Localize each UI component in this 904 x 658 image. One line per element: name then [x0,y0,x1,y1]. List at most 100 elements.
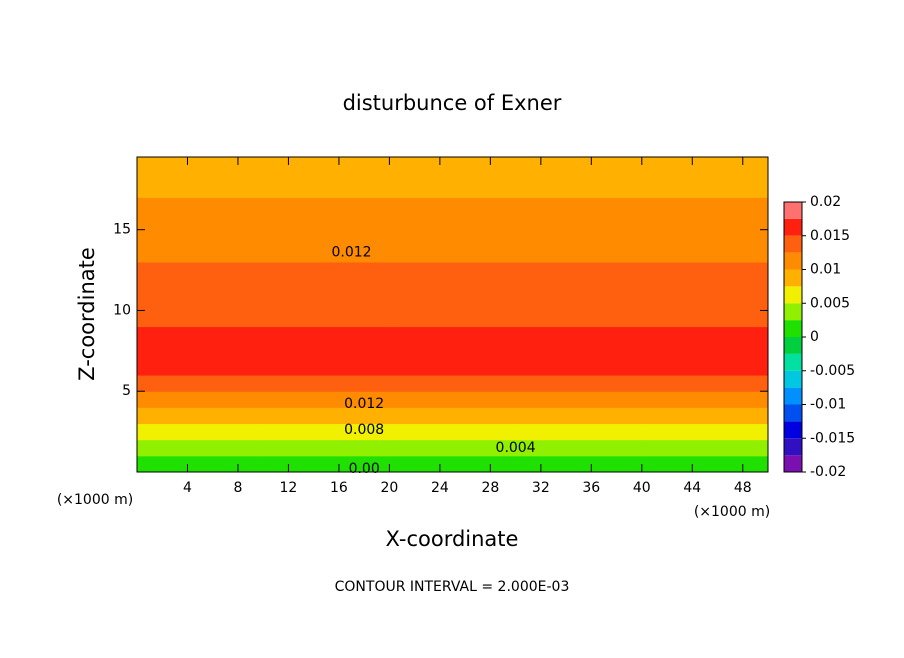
field-cell [137,294,264,311]
field-cell [389,310,517,328]
colorbar-band [784,370,802,388]
colorbar-tick-label: 0.02 [810,194,841,210]
colorbar-tick-label: -0.015 [810,430,855,446]
field-cell [263,391,390,408]
field-cell [641,407,769,425]
field-cell [641,197,769,215]
field-cell [263,294,390,311]
colorbar-tick-label: -0.005 [810,363,855,379]
colorbar-band [784,286,802,304]
field-cell [515,197,643,215]
x-tick-label: 32 [532,480,550,496]
field-cell [137,455,264,473]
x-tick-label: 40 [633,480,651,496]
x-tick-label: 28 [481,480,499,496]
field-cell [515,157,643,182]
field-cell [137,245,264,263]
field-cell [137,157,264,182]
contour-label: 0.012 [344,396,384,412]
colorbar-band [784,269,802,287]
field-cell [641,391,769,408]
contour-label: 0.008 [344,422,384,438]
field-cell [389,197,517,215]
field-cell [641,326,769,344]
field-cell [389,342,517,360]
field-cell [389,262,517,279]
contour-label: 0.012 [331,244,371,260]
x-tick-label: 20 [380,480,398,496]
colorbar-band [784,303,802,321]
field-cell [137,197,264,215]
field-cell [641,229,769,247]
field-cell [263,181,390,198]
colorbar-tick-label: 0.01 [810,262,841,278]
x-tick-label: 4 [183,480,192,496]
colorbar-band [784,387,802,405]
colorbar-band [784,202,802,219]
field-cell [515,229,643,247]
field-cell [641,342,769,360]
x-tick-label: 24 [431,480,449,496]
field-cell [389,229,517,247]
field-cell [263,439,390,457]
field-cell [515,358,643,376]
field-cell [389,157,517,182]
x-tick-label: 8 [233,480,242,496]
field-cell [263,262,390,279]
footer: CONTOUR INTERVAL = 2.000E-03 [335,579,570,595]
field-cell [515,375,643,392]
colorbar-band [784,404,802,422]
colorbar-tick-label: 0.005 [810,295,850,311]
field-cell [641,439,769,457]
field-cell [263,342,390,360]
y-unit: (×1000 m) [57,492,133,508]
plot-frame [136,156,769,473]
colorbar-tick-label: 0 [810,329,819,345]
field-cell [137,310,264,328]
field-cell [263,197,390,215]
x-tick-label: 16 [330,480,348,496]
field-cell [263,407,390,425]
colorbar-band [784,337,802,354]
field-cell [389,278,517,295]
field-cell [263,358,390,376]
colorbar-tick-label: -0.02 [810,464,846,480]
field-cell [641,262,769,279]
field-cell [389,326,517,344]
field-cell [515,439,643,457]
field-cell [263,326,390,344]
field-cell [641,157,769,182]
contour-label: 0.004 [496,440,536,456]
y-tick-label: 15 [113,222,131,238]
field-cell [641,310,769,328]
colorbar-band [784,421,802,439]
y-axis-label: Z-coordinate [75,247,99,381]
field-cell [263,213,390,231]
field-cell [515,262,643,279]
y-tick-label: 5 [122,383,131,399]
field-cell [641,294,769,311]
field-cell [137,423,264,441]
field-cell [263,278,390,295]
field-cell [515,278,643,295]
x-unit: (×1000 m) [694,504,770,520]
field-cell [389,423,517,441]
chart-title: disturbunce of Exner [343,91,562,115]
colorbar-band [784,235,802,253]
colorbar-band [784,353,802,371]
field-cell [389,455,517,473]
field-cell [137,213,264,231]
colorbar-tick-label: -0.01 [810,397,846,413]
field-cell [389,245,517,263]
contour-label: 0.00 [349,461,380,477]
field-cell [389,181,517,198]
x-tick-label: 48 [734,480,752,496]
field-cell [641,358,769,376]
field-cell [263,423,390,441]
field-cell [515,342,643,360]
field-cell [515,391,643,408]
colorbar-band [784,218,802,236]
field-cell [641,181,769,198]
field-cell [263,157,390,182]
